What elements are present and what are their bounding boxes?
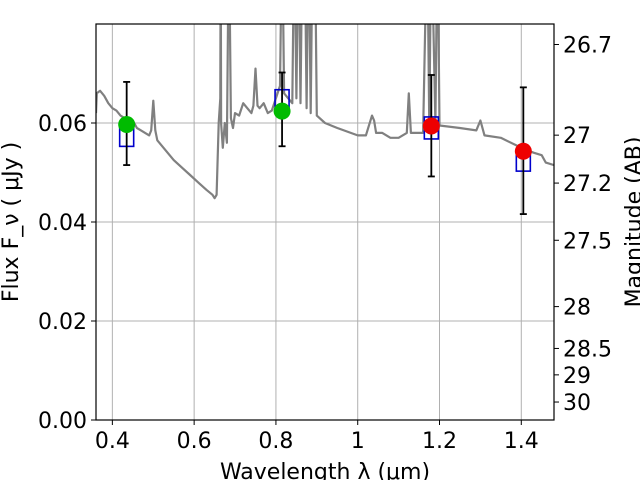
y-axis-title-right: Magnitude (AB) xyxy=(622,137,640,308)
mag-tick-label: 30 xyxy=(563,391,591,416)
x-tick-label: 0.6 xyxy=(177,429,212,454)
x-tick-label: 0.8 xyxy=(258,429,293,454)
sed-model-layer xyxy=(96,24,554,200)
y-tick-label: 0.02 xyxy=(38,310,87,335)
observed-point xyxy=(118,115,136,133)
sed-model-line xyxy=(96,24,554,200)
y-tick-label: 0.00 xyxy=(38,409,87,434)
mag-tick-label: 28.5 xyxy=(563,337,612,362)
mag-tick-label: 27 xyxy=(563,124,591,149)
observed-point xyxy=(514,142,532,160)
observed-point xyxy=(422,117,440,135)
x-axis: 0.4 0.6 0.8 1 1.2 1.4 xyxy=(95,420,539,454)
mag-tick-label: 27.5 xyxy=(563,229,612,254)
observed-points-layer xyxy=(118,102,532,160)
mag-tick-label: 28 xyxy=(563,296,591,321)
y-axis-title-left: Flux F_ν ( μJy ) xyxy=(0,142,24,302)
x-axis-title: Wavelength λ (μm) xyxy=(220,460,430,480)
mag-tick-label: 27.2 xyxy=(563,172,612,197)
y-axis-left: 0.00 0.02 0.04 0.06 xyxy=(38,112,96,434)
mag-tick-label: 26.7 xyxy=(563,34,612,59)
grid xyxy=(96,24,554,421)
mag-tick-label: 29 xyxy=(563,364,591,389)
model-photometry-layer xyxy=(118,88,532,172)
y-tick-label: 0.06 xyxy=(38,112,87,137)
x-tick-label: 0.4 xyxy=(95,429,130,454)
x-tick-label: 1.4 xyxy=(504,429,539,454)
observed-point xyxy=(273,102,291,120)
errorbar-layer xyxy=(123,71,527,215)
y-tick-label: 0.04 xyxy=(38,211,87,236)
x-tick-label: 1 xyxy=(351,429,365,454)
x-tick-label: 1.2 xyxy=(422,429,457,454)
